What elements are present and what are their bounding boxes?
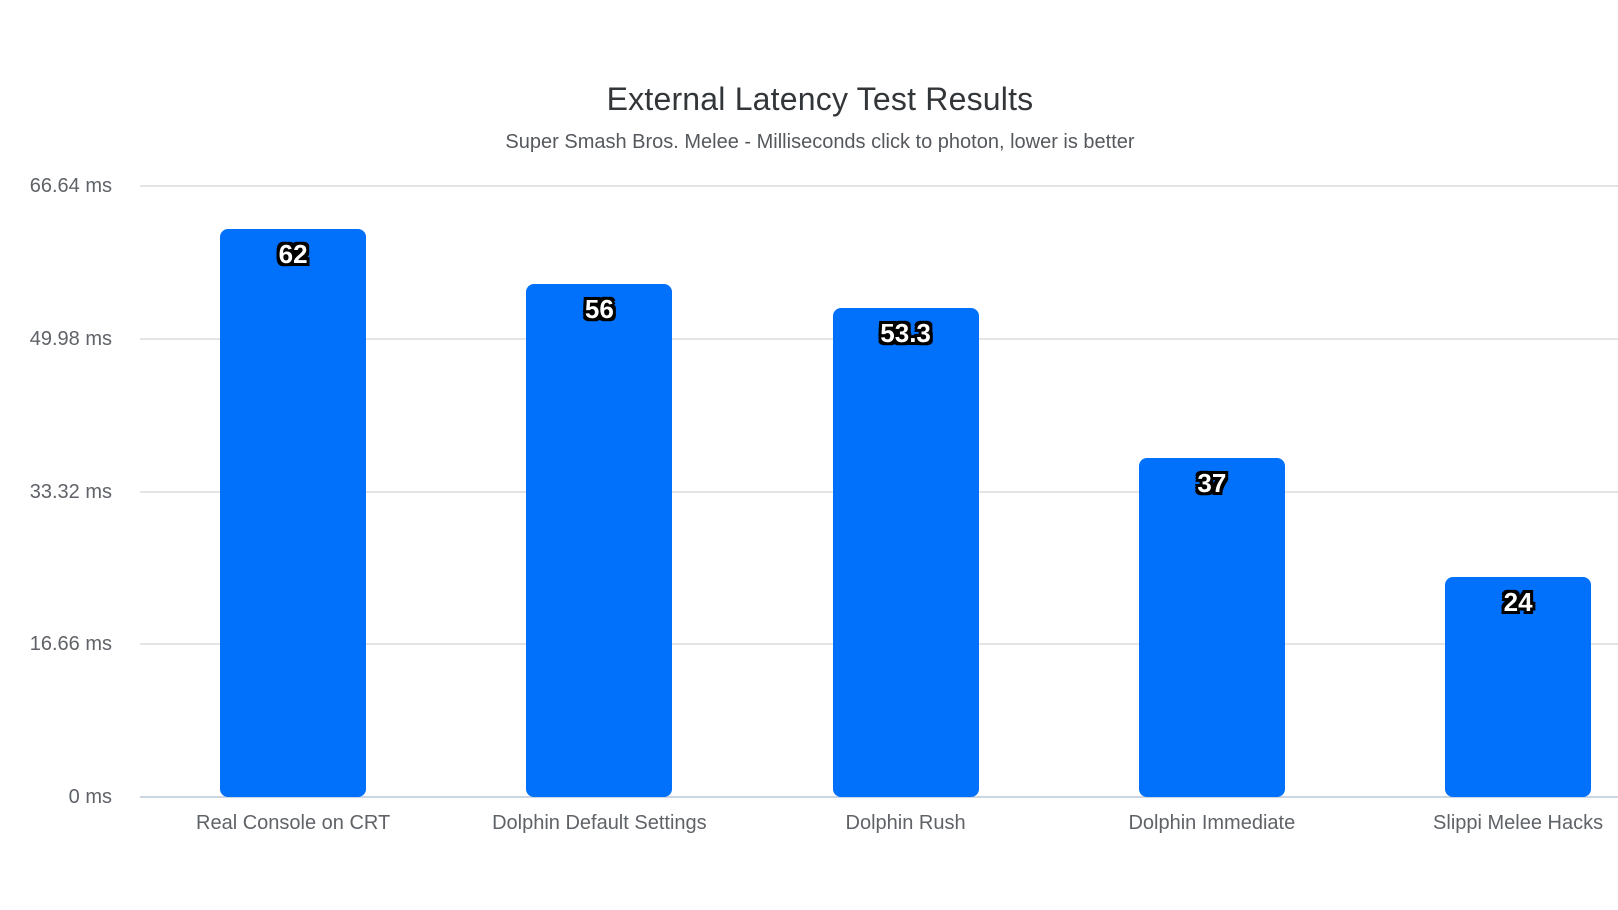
y-tick-label: 0 ms [68,786,112,808]
gridline [140,185,1618,187]
y-tick-label: 16.66 ms [29,633,112,656]
x-axis-label: Real Console on CRT [196,812,391,834]
bar-value-label: 62 [278,238,308,269]
chart-title: External Latency Test Results [606,81,1034,117]
x-axis-line [140,796,1618,798]
bar-real-console-on-crt[interactable] [220,228,367,797]
chart-subtitle: Super Smash Bros. Melee - Milliseconds c… [505,131,1135,153]
bar-slippi-melee-hacks[interactable] [1445,576,1592,797]
y-tick-label: 49.98 ms [29,327,112,350]
bar-dolphin-immediate[interactable] [1138,457,1285,797]
x-axis-label: Dolphin Default Settings [492,812,707,834]
x-axis-label: Slippi Melee Hacks [1433,812,1604,834]
bar-value-label: 37 [1197,467,1227,498]
y-tick-label: 33.32 ms [29,480,112,503]
bar-value-label: 56 [584,293,614,324]
x-axis-label: Dolphin Immediate [1128,812,1296,834]
x-axis-label: Dolphin Rush [845,812,966,834]
bar-dolphin-rush[interactable] [832,308,979,797]
bar-value-label: 53.3 [880,318,931,349]
bar-dolphin-default-settings[interactable] [526,283,673,797]
bar-value-label: 24 [1503,586,1533,617]
y-tick-label: 66.64 ms [29,175,112,197]
